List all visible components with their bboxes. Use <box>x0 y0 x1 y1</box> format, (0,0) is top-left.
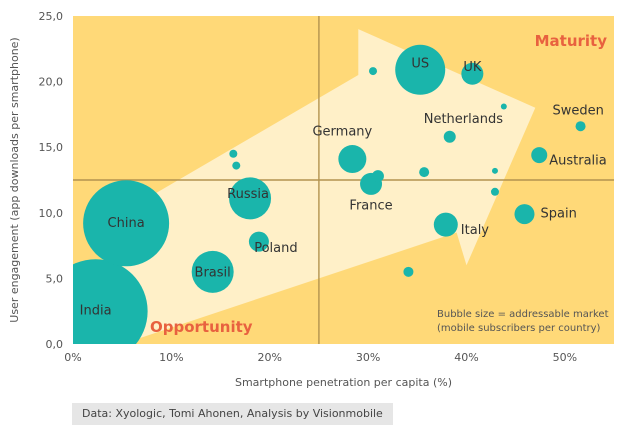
label-netherlands: Netherlands <box>424 112 503 127</box>
label-brasil: Brasil <box>195 265 231 280</box>
label-china: China <box>108 216 145 231</box>
bubble-unlabeled-21 <box>491 167 498 174</box>
label-italy: Italy <box>461 223 490 238</box>
label-france: France <box>349 198 392 213</box>
y-tick-label: 25,0 <box>39 10 64 23</box>
label-maturity: Maturity <box>535 32 608 50</box>
bubble-spain <box>514 204 535 225</box>
x-tick-label: 30% <box>356 351 380 364</box>
bubble-unlabeled-15 <box>229 149 238 158</box>
bubble-chart: India China Brasil Russia Poland US UK Germany F… <box>8 10 614 389</box>
y-tick-label: 0,0 <box>46 338 64 351</box>
bubble-size-note-line-1: Bubble size = addressable market <box>437 309 609 320</box>
label-poland: Poland <box>254 241 297 256</box>
bubble-germany <box>338 145 367 174</box>
bubble-unlabeled-14 <box>369 67 378 76</box>
y-tick-label: 20,0 <box>39 76 64 89</box>
bubble-sweden <box>575 121 586 132</box>
x-tick-label: 50% <box>553 351 577 364</box>
bubble-poland <box>248 231 269 252</box>
y-axis-title: User engagement (app downloads per smart… <box>8 37 21 322</box>
bubble-australia <box>531 147 548 164</box>
bubble-size-note-line-2: (mobile subscribers per country) <box>437 323 601 334</box>
bubbles <box>73 44 586 344</box>
x-tick-label: 10% <box>159 351 183 364</box>
bubble-netherlands <box>443 130 456 143</box>
bubble-unlabeled-22 <box>490 187 499 196</box>
label-sweden: Sweden <box>553 104 604 119</box>
bubble-china <box>83 180 170 267</box>
label-us: US <box>411 56 429 71</box>
x-tick-label: 40% <box>454 351 478 364</box>
y-tick-label: 10,0 <box>39 207 64 220</box>
bubble-india <box>73 259 148 344</box>
x-tick-label: 0% <box>64 351 81 364</box>
bubble-brasil <box>191 250 234 293</box>
y-tick-label: 5,0 <box>46 272 64 285</box>
x-tick-label: 20% <box>258 351 282 364</box>
label-uk: UK <box>463 60 482 75</box>
bubble-unlabeled-17 <box>371 170 384 183</box>
label-germany: Germany <box>312 125 372 140</box>
bubble-russia <box>229 177 272 220</box>
bubble-unlabeled-16 <box>232 161 241 170</box>
label-russia: Russia <box>227 187 269 202</box>
bubble-uk <box>461 62 484 85</box>
x-axis-title: Smartphone penetration per capita (%) <box>235 376 452 389</box>
bubble-unlabeled-19 <box>403 266 414 277</box>
bubble-us <box>395 44 446 95</box>
source-note: Data: Xyologic, Tomi Ahonen, Analysis by… <box>72 403 393 425</box>
label-spain: Spain <box>540 207 576 222</box>
bubble-italy <box>433 212 458 237</box>
label-india: India <box>80 304 112 319</box>
label-opportunity: Opportunity <box>150 318 253 336</box>
y-tick-label: 15,0 <box>39 141 64 154</box>
bubble-unlabeled-20 <box>500 103 507 110</box>
label-australia: Australia <box>549 154 607 169</box>
bubble-unlabeled-18 <box>419 167 430 178</box>
